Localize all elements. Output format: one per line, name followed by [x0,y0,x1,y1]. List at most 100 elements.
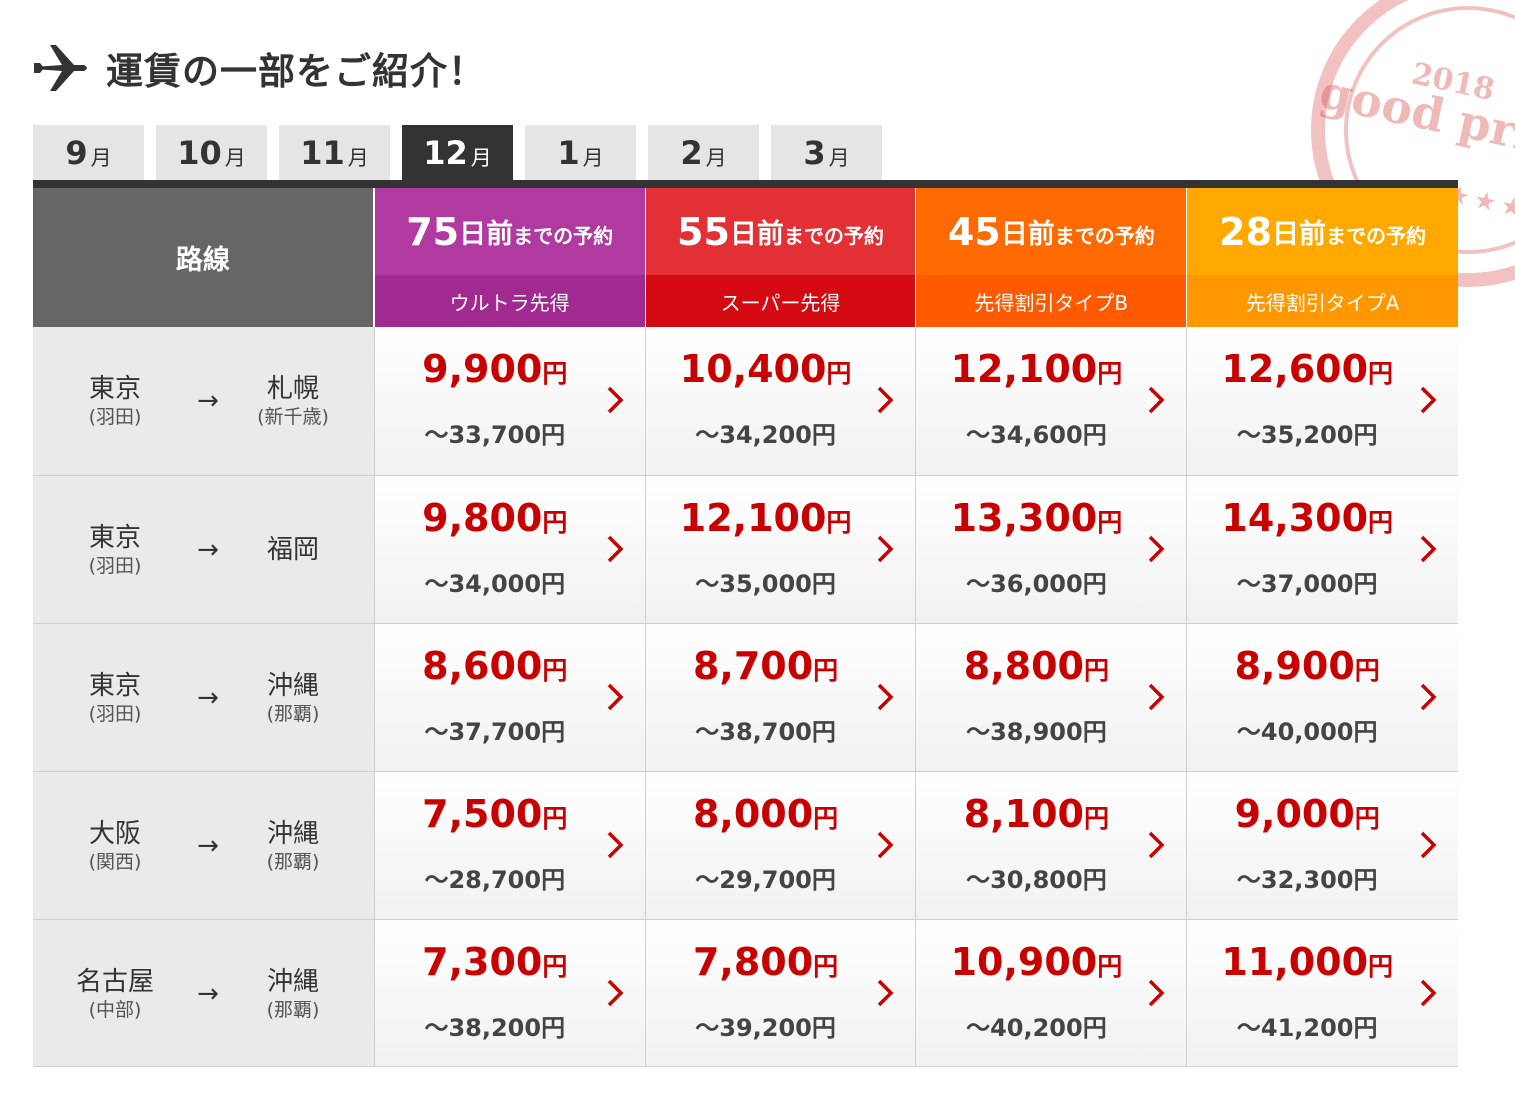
chevron-right-icon[interactable] [603,978,627,1008]
fare-yen: 円 [542,952,568,981]
fare-cell[interactable]: 11,000円 ～41,200円 [1187,920,1459,1067]
chevron-right-icon[interactable] [1144,830,1168,860]
fare-cell[interactable]: 7,300円 ～38,200円 [374,920,646,1067]
fare-amount: 10,400 [679,347,827,391]
tab-number: 11 [300,133,345,172]
fare-yen: 円 [813,952,839,981]
fare-cell[interactable]: 14,300円 ～37,000円 [1187,476,1459,623]
deadline-days: 28 [1219,209,1273,254]
fare-price: 10,400円 [646,347,886,391]
fare-cell[interactable]: 9,900円 ～33,700円 [374,327,646,475]
fare-cell[interactable]: 8,800円 ～38,900円 [916,624,1188,771]
chevron-right-icon[interactable] [1416,534,1440,564]
route-cell: 東京 (羽田) → 沖縄 (那覇) [33,624,375,771]
fare-amount: 14,300 [1221,496,1369,540]
tab-unit: 月 [224,145,246,170]
fare-table: 路線 75 日前までの予約 ウルトラ先得 55 日前までの予約 スーパー先得 45 日前までの… [33,188,1459,1067]
chevron-right-icon[interactable] [1416,682,1440,712]
fare-cell[interactable]: 10,900円 ～40,200円 [916,920,1188,1067]
deadline-days: 75 [406,209,460,254]
fare-price: 7,800円 [646,940,886,984]
fare-amount: 8,000 [692,792,814,836]
tab-month-10[interactable]: 10 月 [156,125,267,180]
table-row: 東京 (羽田) → 沖縄 (那覇) 8,600円 ～37,700円 8,700円 ～38,700… [33,623,1459,771]
fare-cell[interactable]: 8,900円 ～40,000円 [1187,624,1459,771]
stamp-text: good price [1315,64,1515,174]
deadline-before: 前 [1299,219,1327,250]
origin-city: 東京 [88,374,141,404]
fare-cell[interactable]: 9,000円 ～32,300円 [1187,772,1459,919]
booking-deadline: 55 日前までの予約 [645,188,916,275]
fare-cell[interactable]: 8,000円 ～29,700円 [645,772,917,919]
fare-cell[interactable]: 10,400円 ～34,200円 [645,327,917,475]
fare-cell[interactable]: 13,300円 ～36,000円 [916,476,1188,623]
chevron-right-icon[interactable] [1416,830,1440,860]
chevron-right-icon[interactable] [603,385,627,415]
fare-price: 8,700円 [646,644,886,688]
deadline-days: 45 [947,209,1001,254]
fare-range: ～36,000円 [966,570,1107,598]
chevron-right-icon[interactable] [873,534,897,564]
tab-month-11[interactable]: 11 月 [279,125,390,180]
fare-range: ～30,800円 [966,866,1107,894]
fare-range: ～34,600円 [966,421,1107,449]
fare-cell[interactable]: 7,500円 ～28,700円 [374,772,646,919]
chevron-right-icon[interactable] [873,978,897,1008]
chevron-right-icon[interactable] [603,682,627,712]
destination-city: 沖縄 [266,966,319,997]
tab-month-12[interactable]: 12 月 [402,125,513,180]
fare-yen: 円 [1097,508,1123,537]
fare-range: ～29,700円 [695,866,836,894]
fare-cell[interactable]: 9,800円 ～34,000円 [374,476,646,623]
fare-type-name: ウルトラ先得 [374,275,645,327]
fare-range: ～41,200円 [1236,1014,1378,1042]
fare-amount: 8,700 [692,644,814,688]
fare-cell[interactable]: 8,100円 ～30,800円 [916,772,1188,919]
month-tabs: 9 月 10 月 11 月 12 月 1 月 2 月 3 月 [33,125,894,180]
tab-unit: 月 [347,145,369,170]
fare-price: 7,300円 [375,940,615,984]
fare-range: ～28,700円 [424,866,566,894]
chevron-right-icon[interactable] [1144,385,1168,415]
fare-type-header: 55 日前までの予約 スーパー先得 [645,188,917,327]
fare-cell[interactable]: 12,100円 ～35,000円 [645,476,917,623]
chevron-right-icon[interactable] [1144,534,1168,564]
chevron-right-icon[interactable] [1416,978,1440,1008]
fare-type-header: 45 日前までの予約 先得割引タイプB [916,188,1188,327]
fare-cell[interactable]: 12,100円 ～34,600円 [916,327,1188,475]
fare-cell[interactable]: 7,800円 ～39,200円 [645,920,917,1067]
chevron-right-icon[interactable] [1144,978,1168,1008]
fare-yen: 円 [542,359,568,388]
fare-price: 14,300円 [1187,496,1427,540]
table-bottom-line [33,1066,1458,1067]
chevron-right-icon[interactable] [1144,682,1168,712]
destination-airport: (那覇) [266,850,320,873]
fare-type-header: 28 日前までの予約 先得割引タイプA [1187,188,1459,327]
fare-price: 12,600円 [1187,347,1427,391]
fare-price: 9,000円 [1187,792,1427,836]
origin-airport: (中部) [88,998,142,1021]
chevron-right-icon[interactable] [873,385,897,415]
fare-cell[interactable]: 8,700円 ～38,700円 [645,624,917,771]
fare-yen: 円 [1083,804,1109,833]
fare-range: ～37,000円 [1236,570,1378,598]
fare-yen: 円 [1354,804,1380,833]
fare-cell[interactable]: 8,600円 ～37,700円 [374,624,646,771]
chevron-right-icon[interactable] [603,830,627,860]
destination-airport: (那覇) [266,702,320,725]
chevron-right-icon[interactable] [603,534,627,564]
fare-price: 8,000円 [646,792,886,836]
chevron-right-icon[interactable] [873,830,897,860]
chevron-right-icon[interactable] [873,682,897,712]
chevron-right-icon[interactable] [1416,385,1440,415]
fare-amount: 7,300 [422,940,543,984]
origin: 東京 (羽田) [55,670,175,726]
origin: 東京 (羽田) [55,373,175,429]
route-arrow-icon: → [197,830,219,861]
deadline-day-unit: 日 [459,219,487,250]
fare-cell[interactable]: 12,600円 ～35,200円 [1187,327,1459,475]
